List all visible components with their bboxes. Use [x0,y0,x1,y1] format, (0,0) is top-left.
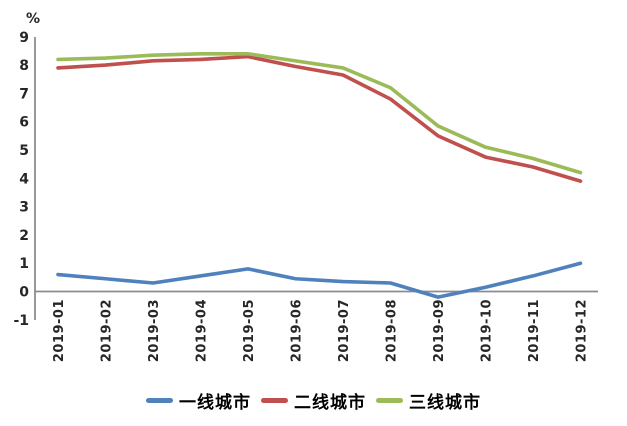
y-axis-tick-label: 7 [19,86,29,102]
legend-item-tier1-cities: 一线城市 [146,388,251,413]
x-axis-tick-label: 2019-10 [480,299,495,362]
series-line-2 [56,51,583,175]
legend-label-tier3: 三线城市 [409,392,481,413]
x-axis-tick-label: 2019-05 [242,299,257,362]
y-axis-tick-label: 8 [19,58,29,74]
x-axis-tick-label: 2019-09 [432,299,447,362]
y-axis-tick-label: 2 [19,228,29,244]
y-axis-tick-label: 5 [19,143,29,159]
series-line-0 [56,261,583,299]
x-axis-tick-label: 2019-11 [527,299,542,362]
x-axis-tick-label: 2019-02 [100,299,115,362]
x-axis-tick-label: 2019-03 [147,299,162,362]
legend-item-tier2-cities: 二线城市 [261,388,366,413]
y-axis-tick-label: -1 [13,313,29,329]
legend-label-tier2: 二线城市 [294,392,366,413]
y-axis-tick-label: 9 [19,30,29,46]
legend-swatch-tier1-line [146,397,173,403]
legend-swatch-tier2-line [261,397,288,403]
x-axis-tick-label: 2019-07 [337,299,352,362]
y-axis-tick-label: 6 [19,115,29,131]
x-axis-tick-label: 2019-06 [290,299,305,362]
chart-plot-area: % 9 8 7 6 5 4 3 2 1 0 -1 2019-01 2019-02 2019-03 2019-… [13,11,598,362]
y-axis-tick-label: 0 [19,285,29,301]
chart-legend: 一线城市 二线城市 三线城市 [0,386,627,414]
x-axis-tick-label: 2019-12 [575,299,590,362]
legend-swatch-tier3-line [376,397,403,403]
x-axis-tick-label: 2019-08 [385,299,400,362]
y-axis-tick-label: 1 [19,256,29,272]
y-axis-tick-label: 4 [19,171,29,187]
y-axis-unit-label: % [26,11,40,27]
series-line-1 [56,54,583,183]
legend-label-tier1: 一线城市 [179,392,251,413]
x-axis-tick-label: 2019-01 [52,299,67,362]
legend-item-tier3-cities: 三线城市 [376,388,481,413]
x-axis-tick-label: 2019-04 [195,299,210,362]
y-axis-tick-label: 3 [19,200,29,216]
